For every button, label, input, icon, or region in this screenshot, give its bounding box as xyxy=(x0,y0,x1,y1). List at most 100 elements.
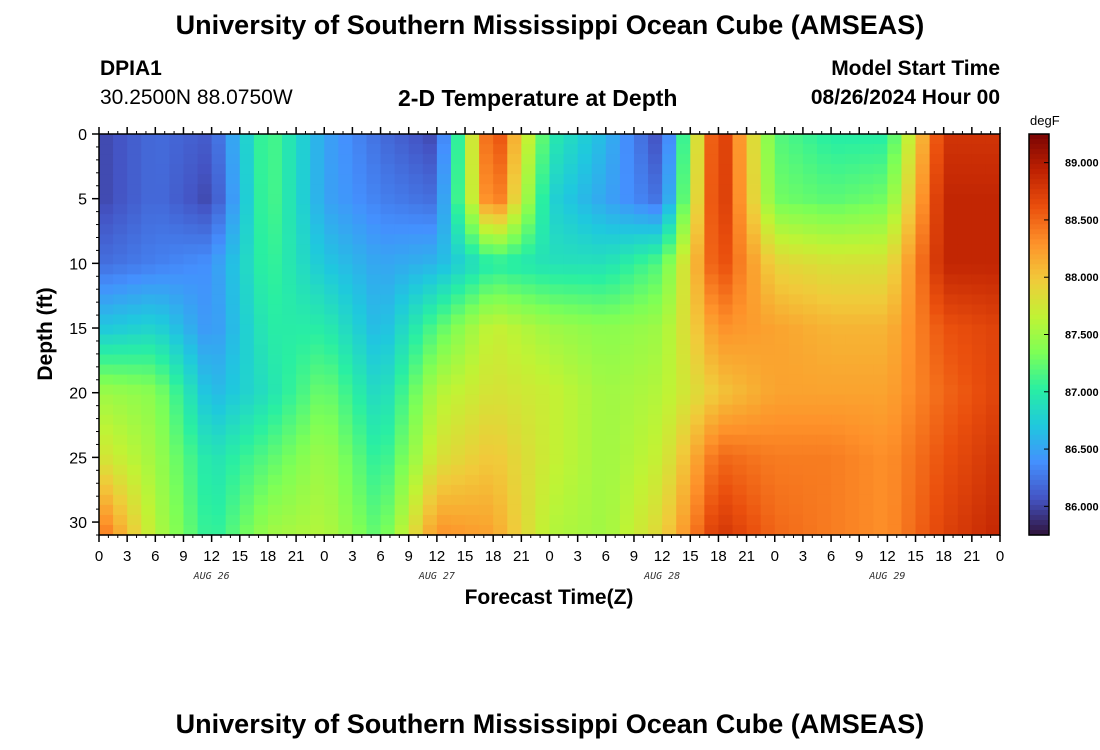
heatmap-cell xyxy=(324,344,339,356)
heatmap-cell xyxy=(535,254,551,265)
heatmap-cell xyxy=(985,224,1001,235)
heatmap-cell xyxy=(887,194,903,205)
heatmap-cell xyxy=(901,194,917,205)
heatmap-cell xyxy=(225,174,241,185)
heatmap-cell xyxy=(422,304,438,316)
heatmap-cell xyxy=(971,314,987,326)
heatmap-cell xyxy=(901,394,917,406)
heatmap-cell xyxy=(113,184,128,195)
heatmap-cell xyxy=(324,444,339,456)
heatmap-cell xyxy=(169,464,185,476)
heatmap-cell xyxy=(99,214,114,225)
heatmap-cell xyxy=(577,434,593,446)
heatmap-cell xyxy=(422,394,438,406)
heatmap-cell xyxy=(662,454,677,466)
heatmap-cell xyxy=(408,314,424,326)
heatmap-cell xyxy=(310,194,325,205)
heatmap-cell xyxy=(450,424,466,436)
heatmap-cell xyxy=(676,374,691,386)
heatmap-cell xyxy=(859,364,874,376)
heatmap-cell xyxy=(338,504,354,516)
heatmap-cell xyxy=(479,434,494,446)
heatmap-cell xyxy=(577,304,593,316)
heatmap-cell xyxy=(493,414,508,426)
heatmap-cell xyxy=(507,474,522,486)
heatmap-cell xyxy=(296,304,311,316)
heatmap-cell xyxy=(183,354,199,366)
heatmap-cell xyxy=(521,304,537,316)
heatmap-cell xyxy=(380,364,396,376)
heatmap-cell xyxy=(408,204,424,215)
heatmap-cell xyxy=(887,274,903,285)
colorbar-segment xyxy=(1029,464,1049,471)
colorbar-segment xyxy=(1029,284,1049,290)
colorbar-segment xyxy=(1029,364,1049,371)
heatmap-cell xyxy=(225,364,241,376)
heatmap-cell xyxy=(239,274,255,285)
heatmap-cell xyxy=(211,154,227,165)
heatmap-cell xyxy=(253,374,269,386)
heatmap-cell xyxy=(99,514,114,526)
heatmap-cell xyxy=(690,364,705,376)
heatmap-cell xyxy=(310,364,325,376)
heatmap-cell xyxy=(957,334,973,346)
heatmap-cell xyxy=(619,304,635,316)
heatmap-cell xyxy=(788,144,804,155)
heatmap-cell xyxy=(380,404,396,416)
heatmap-cell xyxy=(802,304,818,316)
heatmap-cell xyxy=(816,204,832,215)
heatmap-cell xyxy=(760,524,776,536)
x-tick-label: 6 xyxy=(151,548,159,565)
heatmap-cell xyxy=(450,374,466,386)
heatmap-cell xyxy=(985,194,1001,205)
heatmap-cell xyxy=(465,354,480,366)
heatmap-cell xyxy=(774,274,790,285)
heatmap-cell xyxy=(915,384,931,396)
heatmap-cell xyxy=(929,264,945,275)
heatmap-cell xyxy=(113,514,128,526)
heatmap-cell xyxy=(690,164,705,175)
heatmap-cell xyxy=(408,264,424,275)
heatmap-cell xyxy=(521,484,537,496)
heatmap-cell xyxy=(422,524,438,536)
heatmap-cell xyxy=(267,414,283,426)
heatmap-cell xyxy=(267,374,283,386)
heatmap-cell xyxy=(422,374,438,386)
heatmap-cell xyxy=(873,154,888,165)
heatmap-cell xyxy=(943,284,959,296)
heatmap-cell xyxy=(549,374,565,386)
heatmap-cell xyxy=(605,424,621,436)
heatmap-cell xyxy=(113,464,128,476)
heatmap-cell xyxy=(267,344,283,356)
heatmap-cell xyxy=(324,404,339,416)
heatmap-cell xyxy=(605,194,621,205)
heatmap-cell xyxy=(915,444,931,456)
heatmap-cell xyxy=(633,354,649,366)
heatmap-cell xyxy=(732,164,748,175)
heatmap-cell xyxy=(845,344,860,356)
heatmap-cell xyxy=(563,154,579,165)
heatmap-cell xyxy=(845,464,860,476)
heatmap-cell xyxy=(774,314,790,326)
heatmap-cell xyxy=(971,354,987,366)
heatmap-cell xyxy=(239,264,255,275)
heatmap-cell xyxy=(971,224,987,235)
heatmap-cell xyxy=(619,314,635,326)
heatmap-cell xyxy=(887,154,903,165)
heatmap-cell xyxy=(788,384,804,396)
heatmap-cell xyxy=(282,244,297,255)
heatmap-cell xyxy=(563,434,579,446)
heatmap-cell xyxy=(971,334,987,346)
heatmap-cell xyxy=(338,494,354,506)
heatmap-cell xyxy=(704,514,720,526)
heatmap-cell xyxy=(633,174,649,185)
heatmap-cell xyxy=(718,394,734,406)
heatmap-cell xyxy=(465,474,480,486)
heatmap-cell xyxy=(267,254,283,265)
heatmap-cell xyxy=(577,174,593,185)
heatmap-cell xyxy=(563,274,579,285)
heatmap-cell xyxy=(282,424,297,436)
heatmap-cell xyxy=(253,394,269,406)
heatmap-cell xyxy=(521,244,537,255)
heatmap-cell xyxy=(718,484,734,496)
